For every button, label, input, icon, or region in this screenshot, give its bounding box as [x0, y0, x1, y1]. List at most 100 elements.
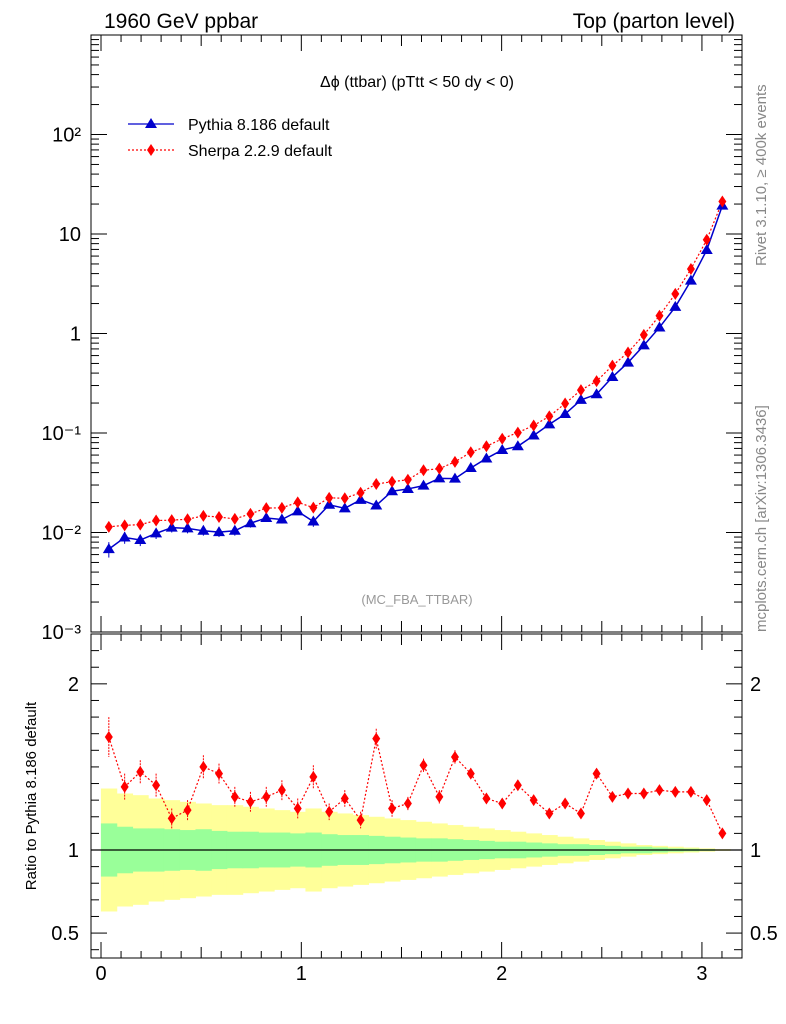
pythia-point: [307, 515, 320, 526]
ratio-sherpa-point: [513, 779, 522, 792]
pythia-point: [669, 300, 682, 311]
sherpa-point: [104, 520, 113, 533]
y-tick-label: 10⁻²: [42, 523, 82, 545]
ratio-sherpa-line: [108, 736, 723, 834]
ratio-sherpa-point: [624, 787, 633, 800]
sherpa-point: [561, 397, 570, 410]
ratio-sherpa-point: [466, 767, 475, 780]
ratio-sherpa-point: [104, 731, 113, 744]
sherpa-point: [466, 446, 475, 459]
sherpa-point: [671, 287, 680, 300]
ratio-sherpa-point: [561, 797, 570, 810]
pythia-point: [448, 472, 461, 483]
pythia-point: [291, 505, 304, 516]
ratio-sherpa-point: [450, 750, 459, 763]
pythia-point: [574, 393, 587, 404]
left-title: 1960 GeV ppbar: [104, 10, 258, 33]
pythia-point: [480, 452, 493, 463]
pythia-point: [165, 521, 178, 532]
ratio-sherpa-point: [686, 785, 695, 798]
sherpa-point: [230, 512, 239, 525]
pythia-point: [527, 429, 540, 440]
legend: Pythia 8.186 default Sherpa 2.2.9 defaul…: [128, 117, 333, 160]
sherpa-point: [498, 432, 507, 445]
ratio-sherpa-point: [309, 770, 318, 783]
ratio-sherpa-point: [388, 802, 397, 815]
pythia-point: [244, 517, 257, 528]
pythia-point: [102, 543, 115, 554]
pythia-point: [700, 244, 713, 255]
ratio-sherpa-point: [167, 812, 176, 825]
ratio-sherpa-point: [655, 784, 664, 797]
ratio-y-tick-label-left: 2: [68, 674, 79, 696]
pythia-point: [118, 531, 131, 542]
ratio-sherpa-point: [435, 790, 444, 803]
sherpa-point: [246, 507, 255, 520]
mcplots-label: mcplots.cern.ch [arXiv:1306.3436]: [753, 405, 770, 632]
ratio-y-tick-label-left: 1: [68, 840, 79, 862]
sherpa-point: [545, 410, 554, 423]
pythia-point: [354, 493, 367, 504]
ratio-sherpa-point: [592, 767, 601, 780]
sherpa-point: [592, 375, 601, 388]
main-axes: 10⁻³ 10⁻² 10⁻¹ 1 10 10²: [42, 35, 743, 644]
sherpa-point: [624, 346, 633, 359]
ratio-sherpa-point: [136, 765, 145, 778]
pythia-point: [181, 522, 194, 533]
x-tick-label: 3: [696, 963, 707, 985]
sherpa-point: [183, 513, 192, 526]
pythia-point: [637, 339, 650, 350]
ratio-sherpa-point: [120, 780, 129, 793]
ratio-sherpa-point: [482, 792, 491, 805]
main-title: Δϕ (ttbar) (pTtt < 50 dy < 0): [320, 74, 514, 91]
sherpa-point: [513, 426, 522, 439]
pythia-point: [590, 388, 603, 399]
ratio-sherpa-point: [340, 792, 349, 805]
sherpa-point: [388, 475, 397, 488]
sherpa-point: [309, 501, 318, 514]
legend-pythia-marker: [145, 118, 157, 128]
y-tick-label: 10²: [52, 125, 81, 147]
sherpa-point: [639, 328, 648, 341]
x-tick-label: 1: [296, 963, 307, 985]
sherpa-point: [199, 509, 208, 522]
sherpa-point: [435, 462, 444, 475]
sherpa-point: [450, 455, 459, 468]
ratio-sherpa-point: [183, 804, 192, 817]
ratio-sherpa-point: [152, 779, 161, 792]
pythia-point: [275, 513, 288, 524]
sherpa-point: [403, 473, 412, 486]
pythia-point: [228, 524, 241, 535]
pythia-point: [260, 511, 273, 522]
sherpa-point: [152, 514, 161, 527]
sherpa-point: [718, 195, 727, 208]
rivet-label: Rivet 3.1.10, ≥ 400k events: [753, 84, 770, 266]
ratio-sherpa-point: [403, 797, 412, 810]
pythia-point: [401, 482, 414, 493]
y-tick-label: 10⁻³: [42, 622, 82, 644]
legend-pythia-label: Pythia 8.186 default: [188, 117, 330, 134]
pythia-point: [134, 534, 147, 545]
pythia-point: [543, 418, 556, 429]
ratio-sherpa-point: [214, 767, 223, 780]
sherpa-point: [655, 309, 664, 322]
pythia-point: [511, 440, 524, 451]
pythia-point: [370, 499, 383, 510]
ratio-axes: 0.5 0.5 1 1 2 2 0 1 2 3: [51, 634, 778, 985]
sherpa-point: [167, 514, 176, 527]
sherpa-point: [529, 419, 538, 432]
pythia-point: [464, 461, 477, 472]
pythia-line: [108, 205, 724, 550]
ratio-sherpa-point: [372, 732, 381, 745]
ratio-ylabel: Ratio to Pythia 8.186 default: [23, 701, 40, 890]
sherpa-point: [325, 491, 334, 504]
ratio-sherpa-point: [199, 760, 208, 773]
pythia-point: [433, 472, 446, 483]
legend-sherpa-label: Sherpa 2.2.9 default: [188, 143, 333, 160]
ratio-sherpa-point: [356, 814, 365, 827]
pythia-point: [559, 408, 572, 419]
pythia-point: [417, 479, 430, 490]
sherpa-point: [482, 440, 491, 453]
pythia-point: [622, 356, 635, 367]
